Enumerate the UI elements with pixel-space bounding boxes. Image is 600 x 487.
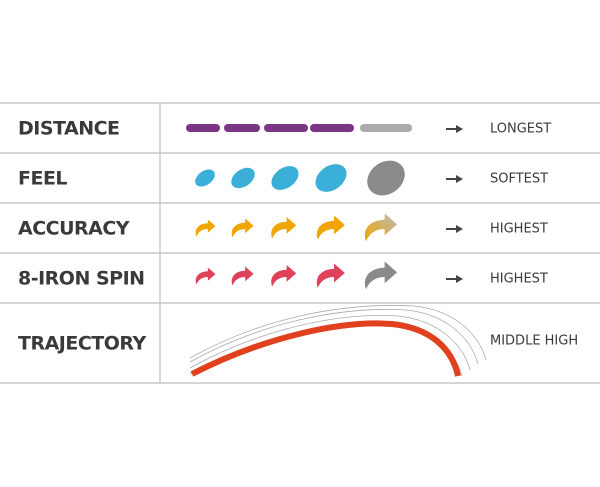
row-label: 8-IRON SPIN: [18, 268, 145, 290]
spin-icon: [364, 261, 398, 290]
spin-icon: [271, 265, 297, 287]
arrow-body: [231, 266, 254, 286]
arrow-head: [456, 125, 463, 133]
trajectory-main: [190, 320, 461, 377]
accuracy-icon: [271, 217, 297, 239]
row-value: SOFTEST: [490, 172, 548, 187]
trajectory-line: [189, 305, 487, 361]
feel-icon: [271, 166, 299, 190]
arrow-head: [456, 275, 463, 283]
arrow-head: [456, 225, 463, 233]
spin-icon: [195, 267, 216, 285]
rows: DISTANCE LONGEST FEEL SOFTEST ACCURACY HIGHES…: [18, 118, 578, 377]
arrow-body: [364, 213, 398, 242]
accuracy-icon: [316, 215, 345, 240]
arrow-body: [231, 218, 254, 238]
arrow-body: [195, 267, 216, 285]
feel-icon: [367, 160, 405, 196]
row-label: ACCURACY: [18, 218, 130, 240]
arrow-body: [195, 219, 216, 237]
row-value: LONGEST: [490, 122, 551, 137]
arrow-head: [456, 175, 463, 183]
row-label: DISTANCE: [18, 118, 120, 140]
spin-icon: [316, 263, 345, 288]
row-value: MIDDLE HIGH: [490, 334, 578, 349]
accuracy-icon: [195, 219, 216, 237]
accuracy-icon: [364, 213, 398, 242]
spin-icon: [231, 266, 254, 286]
row-value: HIGHEST: [490, 272, 548, 287]
arrow-body: [316, 215, 345, 240]
feel-icon: [195, 169, 215, 187]
trajectory-line: [189, 315, 471, 371]
feel-icon: [231, 167, 255, 189]
accuracy-icon: [231, 218, 254, 238]
arrow-body: [316, 263, 345, 288]
arrow-body: [271, 265, 297, 287]
row-label: FEEL: [18, 168, 67, 190]
row-value: HIGHEST: [490, 222, 548, 237]
table-lines: [0, 102, 600, 384]
arrow-body: [364, 261, 398, 290]
trajectory-line: [189, 309, 479, 365]
feel-icon: [315, 164, 347, 192]
row-label: TRAJECTORY: [18, 333, 146, 355]
arrow-body: [271, 217, 297, 239]
